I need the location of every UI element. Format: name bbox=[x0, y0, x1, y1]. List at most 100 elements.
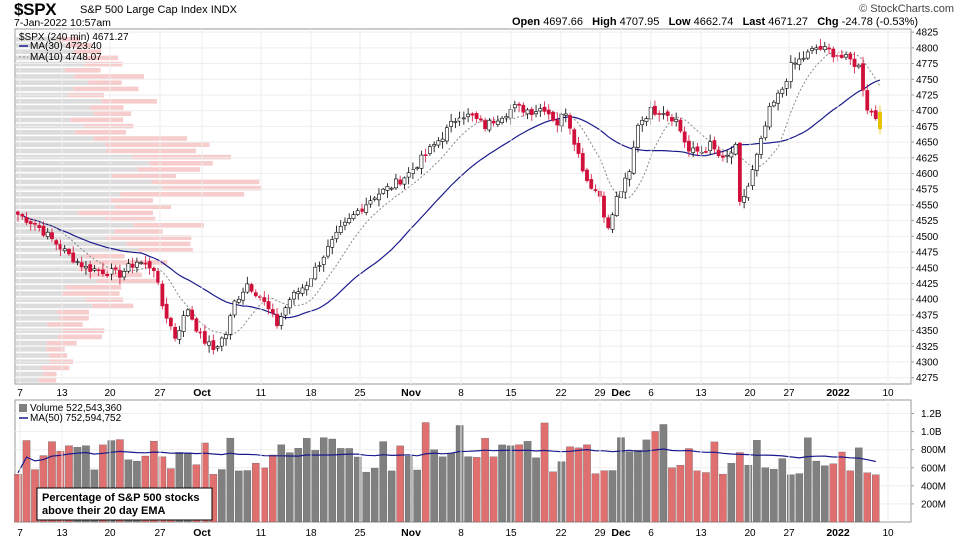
volume-bar bbox=[413, 469, 421, 523]
volume-profile-up-bar bbox=[16, 247, 138, 253]
candle-body bbox=[542, 106, 547, 112]
candle-body bbox=[551, 111, 555, 121]
volume-bar bbox=[498, 444, 506, 523]
volume-bar bbox=[387, 470, 396, 523]
candle-body bbox=[852, 58, 857, 67]
candle-body bbox=[487, 120, 492, 131]
volume-profile-up-bar bbox=[16, 198, 110, 203]
candle-body bbox=[385, 186, 390, 191]
price-y-tick-label: 4325 bbox=[916, 342, 939, 353]
stockcharts-credit[interactable]: © StockCharts.com bbox=[859, 3, 954, 15]
candle-body bbox=[763, 125, 768, 139]
volume-bar bbox=[702, 472, 710, 523]
price-x-tick-label: 29 bbox=[594, 388, 606, 399]
price-y-tick-label: 4575 bbox=[916, 185, 939, 196]
volume-bar bbox=[634, 450, 642, 523]
candle-body bbox=[470, 113, 475, 116]
volume-bar bbox=[812, 460, 821, 523]
volume-bar bbox=[455, 425, 464, 523]
volume-bar bbox=[464, 456, 472, 523]
price-x-tick-label: 15 bbox=[505, 388, 517, 399]
candle-body bbox=[568, 115, 572, 129]
open-value: 4697.66 bbox=[543, 16, 583, 28]
volume-profile-down-bar bbox=[85, 297, 124, 302]
volume-profile-down-bar bbox=[58, 37, 80, 42]
volume-profile-down-bar bbox=[92, 303, 134, 309]
candle-body bbox=[623, 177, 628, 193]
volume-profile-up-bar bbox=[16, 340, 47, 346]
candle-body bbox=[168, 317, 173, 327]
volume-profile-up-bar bbox=[16, 223, 134, 228]
candle-body bbox=[105, 274, 110, 276]
candle-body bbox=[678, 119, 683, 132]
volume-bar bbox=[302, 438, 311, 523]
candle-body bbox=[343, 221, 347, 226]
candle-body bbox=[822, 46, 827, 51]
price-panel[interactable] bbox=[14, 28, 912, 385]
candle-body bbox=[466, 113, 471, 117]
volume-profile-up-bar bbox=[16, 316, 60, 321]
volume-bar bbox=[566, 446, 574, 523]
volume-profile-down-bar bbox=[57, 334, 103, 340]
candle-body bbox=[525, 109, 530, 115]
volume-profile-up-bar bbox=[16, 216, 106, 222]
ma10-group bbox=[17, 51, 881, 336]
candle-body bbox=[495, 120, 500, 125]
candle-body bbox=[317, 265, 322, 267]
price-x-tick-label: 22 bbox=[555, 388, 567, 399]
volume-profile-up-bar bbox=[16, 61, 85, 67]
volume-profile-up-bar bbox=[16, 86, 74, 92]
volume-y-tick-label: 800M bbox=[921, 445, 946, 456]
volume-profile-down-bar bbox=[137, 247, 193, 253]
candle-body bbox=[79, 262, 84, 268]
volume-profile-up-bar bbox=[16, 80, 89, 85]
volume-bar bbox=[226, 437, 235, 523]
index-name: S&P 500 Large Cap Index bbox=[80, 4, 208, 16]
volume-profile-up-bar bbox=[16, 117, 71, 123]
candle-body bbox=[861, 63, 865, 91]
candle-body bbox=[716, 149, 721, 157]
candle-body bbox=[249, 284, 254, 292]
volume-x-tick-label: 29 bbox=[594, 528, 606, 539]
candle-body bbox=[627, 171, 632, 180]
volume-profile-down-bar bbox=[111, 173, 176, 178]
volume-x-tick-label: Nov bbox=[401, 527, 421, 539]
volume-profile-down-bar bbox=[49, 353, 68, 358]
price-y-axis: 4275 4300 4325 4350 4375 4400 4425 4450 4475 4500… bbox=[911, 28, 939, 384]
volume-x-tick-label: 13 bbox=[56, 528, 68, 539]
candle-body bbox=[139, 262, 144, 264]
candle-body bbox=[644, 118, 649, 122]
volume-profile-down-bar bbox=[149, 161, 213, 166]
volume-bar bbox=[591, 473, 600, 523]
candle-body bbox=[398, 179, 403, 185]
volume-profile-up-bar bbox=[16, 49, 75, 54]
volume-profile-down-bar bbox=[120, 192, 245, 197]
volume-profile-down-bar bbox=[84, 55, 119, 61]
last-label: Last bbox=[742, 16, 766, 28]
volume-bar bbox=[277, 444, 286, 523]
candle-body bbox=[670, 117, 674, 122]
volume-profile-up-bar bbox=[16, 55, 85, 61]
price-y-tick-label: 4650 bbox=[916, 138, 939, 149]
candle-body bbox=[704, 151, 708, 153]
price-y-tick-label: 4600 bbox=[916, 169, 939, 180]
volume-x-tick-label: 22 bbox=[555, 528, 567, 539]
volume-profile-down-bar bbox=[43, 371, 57, 377]
volume-profile-up-bar bbox=[16, 322, 48, 327]
symbol-name: S&P 500 Large Cap Index INDX bbox=[80, 4, 237, 16]
volume-profile-down-bar bbox=[47, 322, 83, 327]
price-y-tick-label: 4825 bbox=[916, 28, 939, 39]
candle-body bbox=[636, 124, 640, 148]
volume-profile-up-bar bbox=[16, 378, 39, 383]
volume-profile-up-bar bbox=[16, 192, 121, 197]
volume-bar bbox=[744, 465, 753, 523]
candle-body bbox=[84, 265, 88, 269]
volume-ma-legend-label: MA(50) 752,594,752 bbox=[30, 413, 122, 424]
candle-body bbox=[232, 300, 237, 316]
candle-body bbox=[572, 129, 577, 145]
volume-profile-up-bar bbox=[16, 173, 112, 178]
volume-profile-up-bar bbox=[16, 204, 116, 209]
candle-body bbox=[368, 200, 373, 205]
price-x-tick-label: Dec bbox=[611, 387, 630, 399]
